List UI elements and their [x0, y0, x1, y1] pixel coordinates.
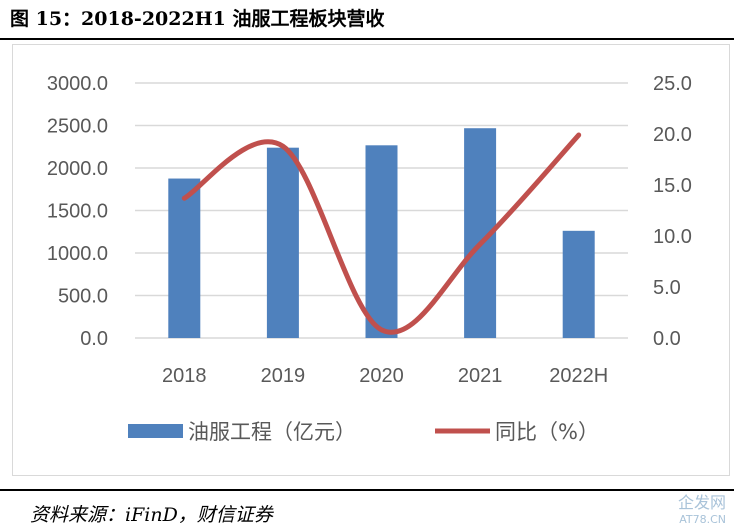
right-tick-label: 25.0: [653, 73, 692, 95]
chart: 0.0 500.0 1000.0 1500.0 2000.0 2500.0 3000.0 0.…: [47, 73, 692, 444]
left-tick-label: 2000.0: [47, 158, 108, 180]
left-tick-label: 2500.0: [47, 116, 108, 138]
title-rule: [0, 38, 734, 40]
bar-2022H: [562, 230, 595, 338]
bar-2018: [168, 178, 201, 338]
legend-line-label: 同比（%）: [495, 420, 599, 444]
figure-title: 图 15：2018-2022H1 油服工程板块营收: [10, 8, 385, 30]
left-tick-label: 500.0: [58, 286, 108, 308]
x-tick-label: 2019: [261, 365, 306, 387]
x-tick-label: 2020: [359, 365, 404, 387]
bar-2019: [266, 147, 299, 338]
chart-frame: [12, 44, 730, 476]
bar-2020: [365, 145, 398, 338]
source-note: 资料来源：iFinD，财信证券: [30, 504, 273, 526]
left-tick-label: 1500.0: [47, 201, 108, 223]
legend-bar-label: 油服工程（亿元）: [188, 420, 356, 444]
x-tick-label: 2021: [458, 365, 503, 387]
x-tick-label: 2022H: [549, 365, 608, 387]
left-tick-label: 3000.0: [47, 73, 108, 95]
right-tick-label: 15.0: [653, 175, 692, 197]
right-tick-label: 0.0: [653, 328, 681, 350]
left-tick-label: 1000.0: [47, 243, 108, 265]
bottom-rule: [0, 489, 734, 491]
yoy-line: [181, 132, 582, 335]
left-tick-label: 0.0: [80, 328, 108, 350]
watermark-logo: 企发网 AT78.CN: [677, 493, 726, 526]
legend-bar-swatch: [128, 424, 183, 438]
x-tick-label: 2018: [162, 365, 207, 387]
right-tick-label: 5.0: [653, 277, 681, 299]
right-tick-label: 20.0: [653, 124, 692, 146]
right-tick-label: 10.0: [653, 226, 692, 248]
